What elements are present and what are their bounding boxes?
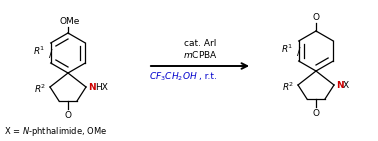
Text: HX: HX [95, 82, 108, 92]
Text: X = $\it{N}$-phthalimide, OMe: X = $\it{N}$-phthalimide, OMe [4, 125, 107, 138]
Text: $R^2$: $R^2$ [34, 83, 46, 95]
Text: $R^1$: $R^1$ [33, 45, 45, 57]
Text: cat. ArI: cat. ArI [184, 39, 216, 49]
Text: N: N [336, 81, 344, 90]
Text: $\mathit{CF_3CH_2OH}$: $\mathit{CF_3CH_2OH}$ [149, 71, 198, 83]
Text: , r.t.: , r.t. [199, 72, 217, 81]
Text: /: / [49, 49, 53, 59]
Text: /: / [297, 47, 301, 57]
Text: X: X [343, 81, 349, 90]
Text: O: O [313, 13, 319, 21]
Text: O: O [65, 111, 71, 120]
Text: N: N [88, 82, 96, 92]
Text: $R^2$: $R^2$ [282, 81, 294, 93]
Text: $m$CPBA: $m$CPBA [183, 49, 217, 60]
Text: OMe: OMe [60, 16, 80, 26]
Text: $R^1$: $R^1$ [280, 43, 293, 55]
Text: O: O [313, 109, 319, 117]
